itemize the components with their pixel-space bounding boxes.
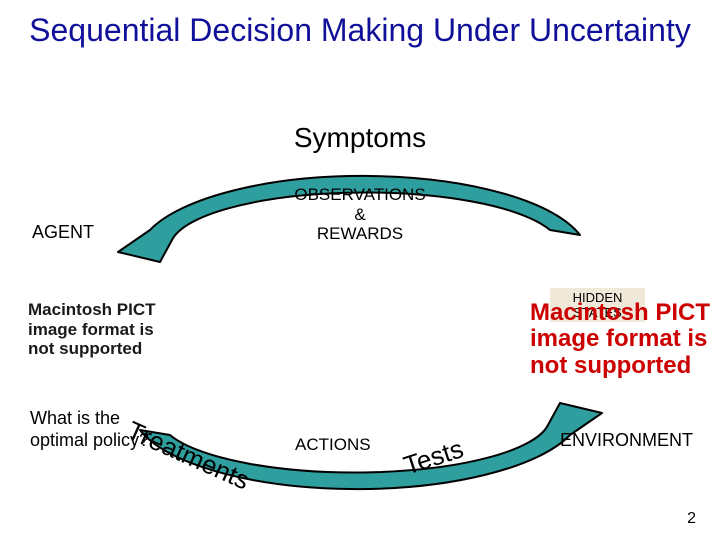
page-number: 2 [687,510,696,528]
agent-label: AGENT [32,222,94,243]
symptoms-label: Symptoms [0,122,720,154]
environment-label: ENVIRONMENT [560,430,693,451]
pict-placeholder-left: Macintosh PICT image format is not suppo… [28,300,178,359]
cycle-arrows [0,0,720,540]
observations-rewards-label: OBSERVATIONS & REWARDS [255,185,465,244]
page-title: Sequential Decision Making Under Uncerta… [0,12,720,49]
actions-label: ACTIONS [295,435,371,455]
pict-placeholder-right: Macintosh PICT image format is not suppo… [530,300,710,379]
